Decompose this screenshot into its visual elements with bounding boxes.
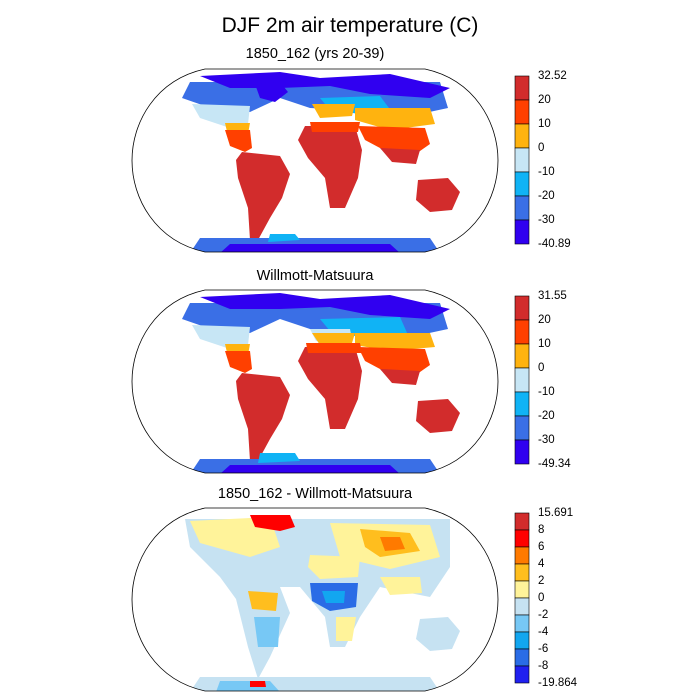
- colorbar-label: -4: [538, 626, 549, 638]
- panel-title-diff: 1850_162 - Willmott-Matsuura: [217, 486, 413, 502]
- colorbar-label: 0: [538, 142, 545, 154]
- colorbar-diff-swatches: [514, 512, 530, 684]
- colorbar-label: -10: [538, 386, 555, 398]
- colorbar-diff: 15.691 8 6 4 2 0 -2 -4 -6 -8 -19.864: [514, 507, 645, 689]
- map-obs: [130, 289, 500, 474]
- colorbar-label: -30: [538, 214, 555, 226]
- colorbar-label: 8: [538, 524, 545, 536]
- colorbar-label: 20: [538, 94, 551, 106]
- colorbar-label: 0: [538, 592, 545, 604]
- panel-title-model: 1850_162 (yrs 20-39): [245, 46, 385, 62]
- colorbar-label: -20: [538, 410, 555, 422]
- colorbar-label: -10: [538, 166, 555, 178]
- colorbar-label: -20: [538, 190, 555, 202]
- colorbar-label: -19.864: [538, 677, 578, 689]
- main-title: DJF 2m air temperature (C): [221, 14, 479, 37]
- colorbar-label: 0: [538, 362, 545, 374]
- colorbar-label: 20: [538, 314, 551, 326]
- colorbar-label: 15.691: [538, 507, 574, 519]
- panel-title-obs: Willmott-Matsuura: [256, 268, 374, 284]
- colorbar-label: 32.52: [538, 70, 567, 82]
- colorbar-label: -49.34: [538, 458, 571, 470]
- colorbar-model-swatches: [514, 75, 530, 245]
- colorbar-label: -8: [538, 660, 549, 672]
- colorbar-label: 31.55: [538, 290, 567, 302]
- colorbar-obs-swatches: [514, 295, 530, 465]
- colorbar-label: 4: [538, 558, 545, 570]
- colorbar-label: 10: [538, 338, 551, 350]
- colorbar-model: 32.52 20 10 0 -10 -20 -30 -40.89: [514, 70, 645, 250]
- colorbar-label: 6: [538, 541, 545, 553]
- colorbar-label: 10: [538, 118, 551, 130]
- map-diff: [130, 507, 500, 692]
- map-model: [130, 68, 500, 253]
- colorbar-label: -6: [538, 643, 549, 655]
- colorbar-label: -30: [538, 434, 555, 446]
- colorbar-obs: 31.55 20 10 0 -10 -20 -30 -49.34: [514, 290, 645, 470]
- colorbar-label: -40.89: [538, 238, 571, 250]
- colorbar-label: 2: [538, 575, 545, 587]
- colorbar-label: -2: [538, 609, 549, 621]
